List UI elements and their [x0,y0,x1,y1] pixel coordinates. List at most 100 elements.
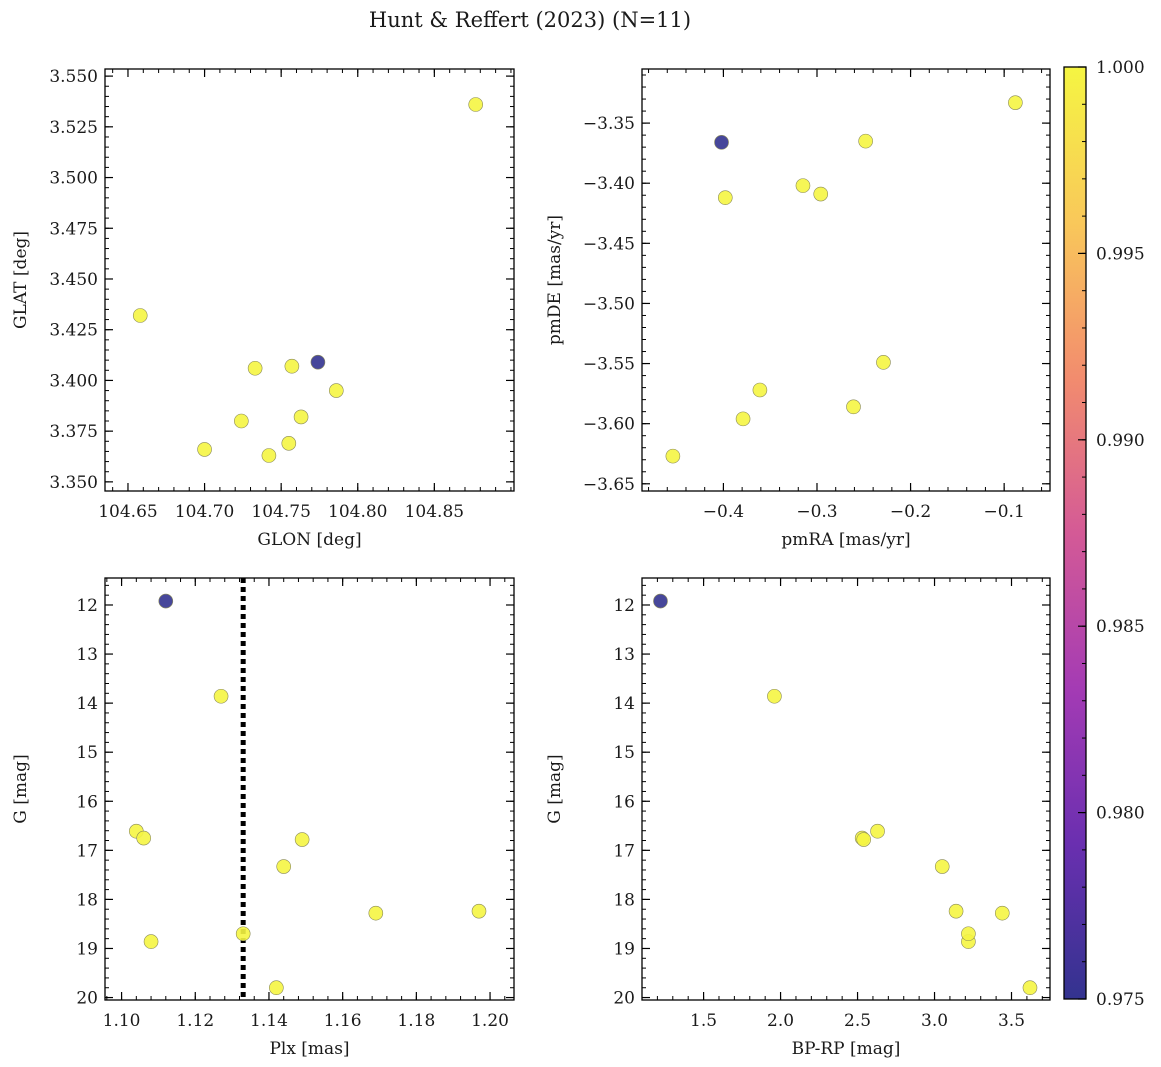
y-tick-label: 12 [613,596,635,616]
x-tick-label: 104.75 [251,502,310,522]
colorbar-tick-label: 0.980 [1096,804,1145,824]
y-axis-label: pmDE [mas/yr] [545,215,565,345]
y-axis-label: G [mag] [11,754,31,823]
y-tick-label: 18 [76,890,98,910]
data-point [1022,980,1038,996]
data-point [961,926,976,942]
y-tick-label: 3.350 [49,473,98,493]
y-tick-label: 16 [76,792,98,812]
data-point [735,411,751,427]
data-point [293,409,309,425]
colorbar-tick-label: 1.000 [1096,58,1145,78]
y-tick-label: 14 [613,694,635,714]
data-point [813,186,829,202]
x-tick-label: 1.10 [103,1011,141,1031]
data-point [1008,95,1023,110]
colorbar-tick-label: 0.995 [1096,244,1145,264]
data-point [717,190,733,205]
data-point [158,593,174,609]
colorbar: 0.975 0.980 0.985 0.990 0.995 1.000 [1063,58,1145,1010]
y-tick-label: 13 [613,645,635,665]
y-tick-label: −3.40 [583,174,635,194]
y-tick-label: −3.55 [583,355,635,375]
figure-title: Hunt & Reffert (2023) (N=11) [369,8,691,32]
y-tick-label: 3.525 [49,118,98,138]
data-point [795,178,811,193]
y-tick-label: −3.35 [583,114,635,134]
data-point [247,360,263,376]
plot-frame [104,68,515,492]
data-point [934,859,950,874]
data-point [284,358,300,374]
x-tick-label: 3.5 [998,1011,1025,1031]
x-tick-label: 104.80 [328,502,387,522]
plot-frame [641,577,1051,1001]
x-tick-label: 104.70 [175,502,234,522]
panel-glon-glat: 104.65 104.70 104.75 104.80 104.85 3.350 3.375… [11,67,515,550]
data-point [846,399,861,415]
data-point [994,905,1010,921]
y-tick-label: −3.50 [583,294,635,314]
x-axis-label: Plx [mas] [269,1039,349,1059]
y-tick-label: 3.550 [49,67,98,87]
x-tick-label: 1.16 [324,1011,362,1031]
y-tick-label: 3.450 [49,270,98,290]
y-tick-label: 3.475 [49,219,98,239]
x-tick-label: −0.4 [703,502,744,522]
y-tick-label: 3.425 [49,321,98,341]
data-point [948,903,964,919]
x-tick-label: −0.2 [890,502,931,522]
data-point [870,823,885,839]
y-tick-label: 16 [613,792,635,812]
y-tick-label: 14 [76,694,98,714]
colorbar-tick-label: 0.990 [1096,431,1145,451]
y-tick-label: 19 [76,939,98,959]
data-point [235,926,251,942]
x-tick-label: 1.14 [250,1011,288,1031]
plot-frame [104,577,515,1001]
y-tick-label: −3.45 [583,234,635,254]
data-point [714,135,729,150]
x-axis-label: GLON [deg] [257,530,361,550]
panel-pmra-pmde: −0.4 −0.3 −0.2 −0.1 −3.65 −3.60 −3.55 −3.50 −3.4… [545,68,1051,550]
data-point [269,980,284,996]
colorbar-gradient [1064,67,1086,999]
plot-frame [641,68,1051,492]
y-tick-label: 19 [613,939,635,959]
data-point [143,934,159,949]
y-tick-label: 3.375 [49,422,98,442]
y-tick-label: 12 [76,596,98,616]
data-point [261,448,277,463]
y-tick-label: 13 [76,645,98,665]
colorbar-tick-label: 0.975 [1096,990,1145,1010]
x-tick-label: 104.85 [405,502,464,522]
y-tick-label: −3.65 [583,475,635,495]
data-point [234,413,249,429]
data-point [856,832,872,847]
x-tick-label: 1.12 [176,1011,214,1031]
x-tick-label: 2.0 [767,1011,794,1031]
x-tick-label: 1.20 [471,1011,509,1031]
colorbar-tick-label: 0.985 [1096,617,1145,637]
data-point [767,688,782,704]
panel-plx-g: 1.10 1.12 1.14 1.16 1.18 1.20 12 13 14 15 16 17 18 19… [11,577,515,1059]
data-point [310,354,326,370]
x-axis-label: pmRA [mas/yr] [781,530,910,550]
data-point [471,903,487,919]
x-tick-label: −0.1 [984,502,1025,522]
data-point [132,308,148,323]
x-tick-label: 104.65 [98,502,157,522]
y-tick-label: −3.60 [583,415,635,435]
y-tick-label: 20 [76,989,98,1009]
data-point [136,830,151,846]
data-point [858,133,873,149]
colorbar-frame [1063,66,1087,1000]
data-point [468,97,484,112]
data-point [294,832,310,847]
data-point [281,436,297,451]
panel-bprp-g: 1.5 2.0 2.5 3.0 3.5 12 13 14 15 16 17 18 19 20 BP-RP [… [545,577,1051,1059]
data-point [329,383,344,398]
x-tick-label: 3.0 [921,1011,948,1031]
x-tick-label: 1.18 [397,1011,435,1031]
